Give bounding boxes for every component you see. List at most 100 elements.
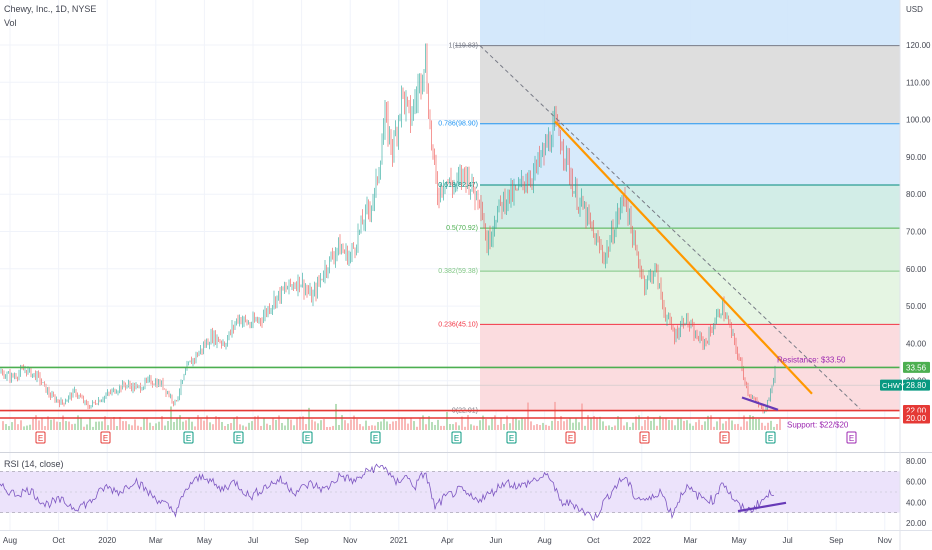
- volume-bar: [425, 424, 427, 430]
- price-tag[interactable]: [903, 412, 930, 424]
- volume-bar: [83, 426, 85, 430]
- volume-bar: [764, 425, 766, 430]
- volume-bar: [245, 426, 247, 430]
- volume-bar: [515, 418, 517, 430]
- resistance-annotation[interactable]: Resistance: $33.50: [777, 355, 846, 364]
- volume-bar: [29, 424, 31, 430]
- volume-bar: [773, 426, 775, 430]
- volume-bar: [320, 420, 322, 430]
- time-tick-label: May: [731, 536, 746, 545]
- earnings-marker[interactable]: [302, 431, 313, 444]
- earnings-marker[interactable]: [370, 431, 381, 444]
- volume-label[interactable]: Vol: [4, 18, 17, 28]
- volume-bar: [686, 420, 688, 430]
- downtrend-line[interactable]: [554, 120, 813, 395]
- volume-bar: [443, 425, 445, 430]
- volume-bar: [371, 425, 373, 430]
- symbol-tag[interactable]: [880, 379, 902, 391]
- volume-bar: [149, 422, 151, 430]
- time-tick-label: Nov: [878, 536, 892, 545]
- volume-bar: [482, 415, 484, 430]
- volume-bar: [275, 419, 277, 430]
- volume-bar: [512, 417, 514, 430]
- volume-bar: [53, 419, 55, 430]
- volume-bar: [98, 421, 100, 430]
- volume-bar: [599, 416, 601, 430]
- rsi-line[interactable]: [0, 463, 775, 521]
- time-tick-label: Jul: [782, 536, 792, 545]
- support-annotation[interactable]: Support: $22/$20: [787, 421, 849, 430]
- volume-bar: [521, 417, 523, 430]
- volume-bar: [293, 425, 295, 430]
- volume-bar: [383, 418, 385, 430]
- fib-trend-dashed-line[interactable]: [479, 45, 861, 410]
- volume-bar: [17, 424, 19, 430]
- volume-bar: [548, 425, 550, 430]
- earnings-marker[interactable]: [565, 431, 576, 444]
- price-tick-label: 50.00: [906, 302, 927, 311]
- volume-bar: [419, 418, 421, 430]
- price-tick-label: 120.00: [906, 41, 931, 50]
- earnings-marker[interactable]: [846, 431, 857, 444]
- volume-bar: [755, 418, 757, 430]
- fib-level-label: 0.236(45.10): [438, 321, 478, 328]
- volume-bar: [56, 421, 58, 430]
- volume-bar: [374, 425, 376, 430]
- volume-bar: [296, 417, 298, 430]
- volume-bar: [80, 418, 82, 430]
- volume-bar: [674, 425, 676, 430]
- earnings-marker-label: E: [722, 434, 727, 443]
- time-tick-label: Jun: [490, 536, 503, 545]
- symbol-title[interactable]: Chewy, Inc., 1D, NYSE: [4, 4, 97, 14]
- earnings-marker[interactable]: [100, 431, 111, 444]
- volume-bar: [497, 424, 499, 430]
- earnings-marker[interactable]: [506, 431, 517, 444]
- volume-bar: [701, 424, 703, 430]
- volume-bar: [110, 419, 112, 430]
- rsi-divergence-line[interactable]: [737, 501, 787, 513]
- volume-bar: [743, 415, 745, 430]
- fib-level-label: 1(119.83): [449, 43, 478, 50]
- volume-bar: [602, 421, 604, 430]
- earnings-marker-label: E: [768, 434, 773, 443]
- volume-bar: [155, 423, 157, 430]
- symbol-tag-label: CHWY: [882, 381, 905, 390]
- volume-bar: [719, 417, 721, 430]
- volume-bar: [536, 424, 538, 430]
- volume-bar: [707, 415, 709, 430]
- volume-bar: [242, 425, 244, 430]
- earnings-marker[interactable]: [719, 431, 730, 444]
- volume-bar: [416, 426, 418, 430]
- volume-bar: [467, 415, 469, 430]
- volume-bar: [605, 425, 607, 430]
- earnings-marker[interactable]: [183, 431, 194, 444]
- earnings-marker[interactable]: [233, 431, 244, 444]
- time-tick-label: Apr: [441, 536, 454, 545]
- volume-bar: [317, 423, 319, 430]
- volume-bar: [188, 417, 190, 430]
- volume-bar: [308, 407, 310, 430]
- fib-level-label: 0.618(82.47): [438, 182, 478, 189]
- earnings-marker[interactable]: [451, 431, 462, 444]
- rsi-label[interactable]: RSI (14, close): [4, 459, 64, 469]
- earnings-marker[interactable]: [639, 431, 650, 444]
- volume-bar: [176, 417, 178, 430]
- fib-level-label: 0.786(98.90): [438, 121, 478, 128]
- volume-bar: [344, 420, 346, 430]
- volume-bar: [167, 421, 169, 430]
- volume-bar: [281, 422, 283, 430]
- volume-bar: [191, 421, 193, 430]
- price-tag[interactable]: [903, 361, 930, 373]
- time-tick-label: 2020: [98, 536, 116, 545]
- earnings-marker[interactable]: [35, 431, 46, 444]
- volume-bar: [140, 426, 142, 430]
- fib-zone: [480, 184, 900, 229]
- price-tag[interactable]: [903, 379, 930, 391]
- price-divergence-line[interactable]: [741, 396, 779, 411]
- volume-bar: [32, 418, 34, 430]
- volume-bar: [350, 419, 352, 430]
- volume-bar: [356, 418, 358, 430]
- earnings-marker[interactable]: [765, 431, 776, 444]
- volume-bar: [143, 418, 145, 430]
